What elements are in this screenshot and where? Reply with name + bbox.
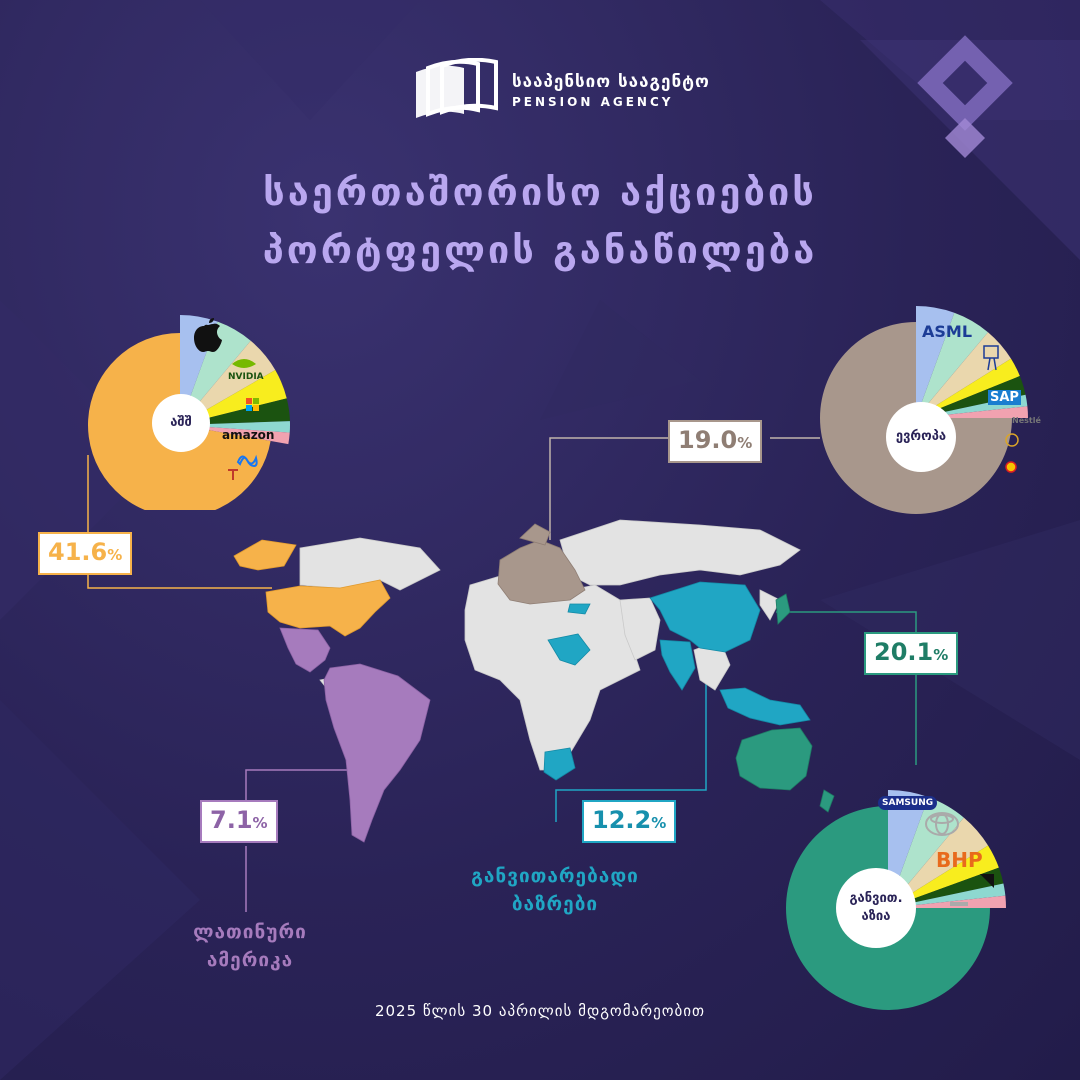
latam-connector-line	[245, 769, 356, 800]
emerging-percent-sign: %	[651, 814, 667, 832]
emerging-connector-line	[555, 640, 707, 822]
usa-percent-box: 41.6%	[38, 532, 133, 575]
amazon-icon: amazon	[222, 428, 275, 442]
map-region-emerging-markets	[543, 581, 811, 781]
asia-percent-sign: %	[933, 646, 949, 664]
europe-slice-lvmh	[916, 376, 1026, 418]
page-title-line2: პორტფელის განაწილება	[262, 228, 818, 272]
book-pages-icon	[416, 58, 498, 118]
asia-percent-box: 20.1%	[864, 632, 959, 675]
latin-america-label: ლათინური ამერიკა	[150, 918, 350, 974]
emerging-percent-box: 12.2%	[582, 800, 677, 843]
usa-pie-label: აშშ	[152, 394, 210, 452]
emerging-markets-label: განვითარებადი ბაზრები	[420, 862, 690, 918]
latam-label-line2: ამერიკა	[206, 949, 294, 971]
developed-asia-slice-other-small-1	[888, 883, 1006, 908]
usa-percent-sign: %	[107, 546, 123, 564]
europe-pie-label: ევროპა	[886, 402, 956, 472]
map-region-usa	[233, 539, 391, 637]
nvidia-icon: NVIDIA	[228, 372, 264, 382]
usa-slice-tesla	[180, 421, 290, 433]
connector-lines	[87, 437, 917, 912]
asml-icon: ASML	[922, 322, 973, 341]
map-region-latin-america	[279, 627, 431, 843]
developed-asia-slice-bhp	[888, 817, 989, 908]
developed-asia-slice-sony	[888, 867, 1004, 908]
pension-agency-logo: სააპენსიო სააგენტო PENSION AGENCY	[412, 58, 709, 128]
europe-pie-chart	[820, 306, 1028, 514]
europe-connector-line	[549, 437, 668, 540]
sap-icon: SAP	[988, 390, 1021, 405]
usa-pie-chart	[88, 315, 290, 510]
samsung-icon: SAMSUNG	[878, 796, 938, 810]
asia-connector-line	[776, 611, 917, 765]
date-footnote: 2025 წლის 30 აპრილის მდგომარეობით	[374, 1002, 706, 1020]
latam-label-line1: ლათინური	[193, 921, 307, 943]
emerging-label-line2: ბაზრები	[511, 893, 599, 915]
usa-connector-line	[87, 455, 272, 589]
latam-percent-box: 7.1%	[200, 800, 278, 843]
asia-pie-label: განვით. აზია	[836, 868, 916, 948]
europe-slice-nestl-	[916, 358, 1020, 418]
asia-percent-value: 20.1	[874, 638, 934, 666]
asia-pie-label-line2: აზია	[861, 909, 891, 924]
europe-percent-box: 19.0%	[668, 420, 763, 463]
bhp-icon: BHP	[936, 848, 983, 872]
europe-percent-sign: %	[737, 434, 753, 452]
org-name: სააპენსიო სააგენტო	[512, 72, 710, 92]
nestle-icon: Nestlé	[1012, 416, 1041, 425]
latam-percent-sign: %	[252, 814, 268, 832]
developed-asia-slice-commonwealth-bank	[888, 845, 999, 908]
page-title-line1: საერთაშორისო აქციების	[263, 170, 817, 214]
corner-diamond-decoration	[917, 35, 1013, 158]
map-region-developed-asia	[735, 593, 835, 813]
emerging-percent-value: 12.2	[592, 806, 652, 834]
europe-slice-asml	[916, 306, 955, 418]
europe-pie-label-text: ევროპა	[895, 429, 947, 444]
usa-pie-label-text: აშშ	[170, 415, 192, 430]
emerging-label-line1: განვითარებადი	[471, 865, 639, 887]
europe-percent-value: 19.0	[678, 426, 738, 454]
org-name-english: PENSION AGENCY	[512, 95, 674, 109]
usa-percent-value: 41.6	[48, 538, 108, 566]
developed-asia-slice-other-small-2	[888, 895, 1006, 908]
map-region-europe	[497, 523, 586, 605]
europe-slice-novo-nordisk	[916, 312, 988, 418]
asia-pie-label-line1: განვით.	[849, 891, 903, 906]
latam-percent-value: 7.1	[210, 806, 253, 834]
